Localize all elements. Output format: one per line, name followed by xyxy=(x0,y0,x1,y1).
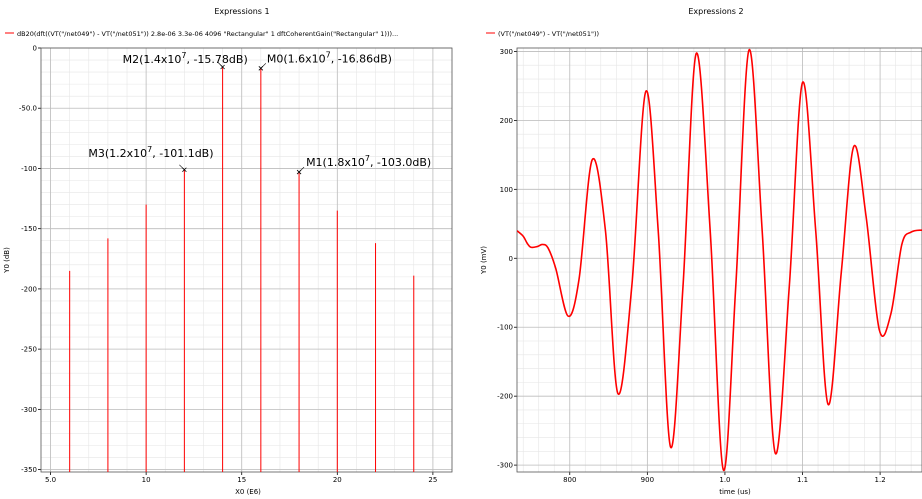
chart1-ytick-label: -350 xyxy=(21,466,37,474)
chart2-ytick-label: -200 xyxy=(497,393,513,401)
chart2-ytick-label: 300 xyxy=(500,48,513,56)
chart1-grid: 5.0 10 15 20 25 0 -50.0 -100 -150 -200 -250 -300 -35… xyxy=(19,45,453,484)
chart2-series xyxy=(517,49,922,471)
chart2-plot-frame xyxy=(516,47,922,473)
chart1-plot-frame xyxy=(40,47,453,473)
marker-label-m2: M2(1.4x107, -15.78dB) xyxy=(123,51,248,66)
chart1-xtick-label: 5.0 xyxy=(45,476,56,484)
chart1-ytick-label: -250 xyxy=(21,346,37,354)
chart2-xtick-label: 1.2 xyxy=(875,476,886,484)
chart1-ytick-label: 0 xyxy=(33,45,37,53)
marker-label-m3: M3(1.2x107, -101.1dB) xyxy=(88,145,213,160)
chart1-xtick-label: 15 xyxy=(237,476,246,484)
chart1-xlabel: X0 (E6) xyxy=(235,488,261,496)
chart2-ytick-label: 200 xyxy=(500,117,513,125)
chart1-ytick-label: -200 xyxy=(21,285,37,293)
marker-leader xyxy=(179,164,185,170)
chart2-grid: 800 900 1.0 1.1 1.2 300 200 100 0 -100 -200 -300 xyxy=(497,48,922,484)
chart1-ytick-label: -300 xyxy=(21,406,37,414)
chart2-xtick-label: 900 xyxy=(641,476,654,484)
chart2-legend: (VT("/net049") - VT("/net051")) xyxy=(498,30,599,38)
chart1-bars xyxy=(69,67,415,472)
chart1-xtick-label: 10 xyxy=(142,476,151,484)
marker-label-m0: M0(1.6x107, -16.86dB) xyxy=(267,50,392,65)
marker-leader xyxy=(217,61,223,68)
chart2-ytick-label: 0 xyxy=(509,255,513,263)
chart1-ytick-label: -150 xyxy=(21,225,37,233)
chart1-ytick-label: -50.0 xyxy=(19,105,37,113)
waveform-line xyxy=(517,49,922,471)
chart2-xlabel: time (us) xyxy=(719,488,751,496)
chart2-ylabel: Y0 (mV) xyxy=(480,246,488,275)
marker-label-m1: M1(1.8x107, -103.0dB) xyxy=(306,154,431,169)
chart2-ytick-label: -100 xyxy=(497,324,513,332)
chart2-title: Expressions 2 xyxy=(688,7,743,16)
chart2-ytick-label: 100 xyxy=(500,186,513,194)
chart2-xtick-label: 1.1 xyxy=(797,476,808,484)
chart1-xtick-label: 20 xyxy=(333,476,342,484)
chart2-xtick-label: 1.0 xyxy=(719,476,730,484)
chart1-markers: M0(1.6x107, -16.86dB) M1(1.8x107, -103.0d… xyxy=(88,50,431,175)
chart1-title: Expressions 1 xyxy=(214,7,269,16)
chart1-ylabel: Y0 (dB) xyxy=(3,247,11,274)
chart1-ytick-label: -100 xyxy=(21,165,37,173)
chart2-xtick-label: 800 xyxy=(563,476,576,484)
chart2-ytick-label: -300 xyxy=(497,462,513,470)
marker-leader xyxy=(260,63,267,69)
chart1-xtick-label: 25 xyxy=(428,476,437,484)
marker-leader xyxy=(298,166,305,173)
chart1-legend: dB20(dft((VT("/net049") - VT("/net051"))… xyxy=(17,30,398,38)
